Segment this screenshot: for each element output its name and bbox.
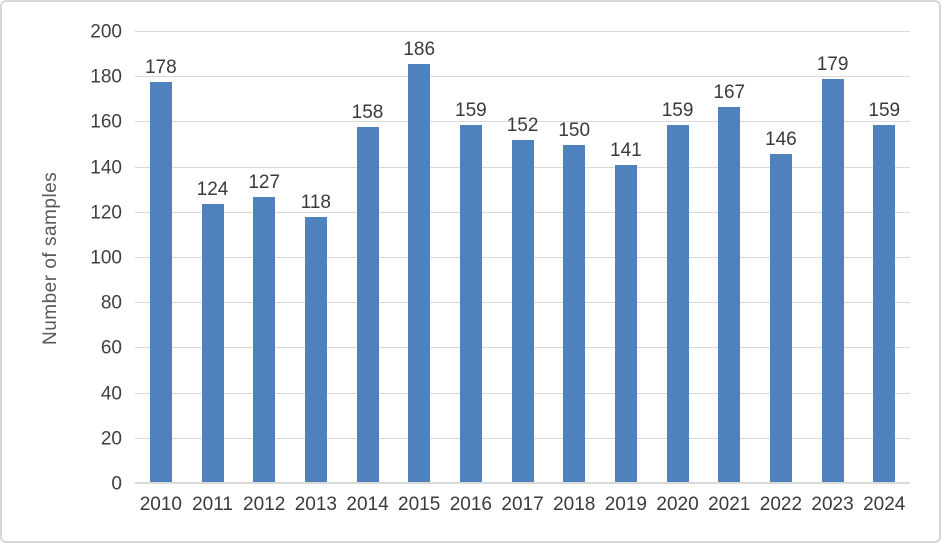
y-tick-label: 60 (100, 337, 122, 359)
bar-cell-2019: 141 (600, 32, 652, 484)
y-tick-label: 180 (90, 66, 122, 88)
y-tick-label: 0 (111, 473, 122, 495)
x-tick-label-2010: 2010 (139, 494, 182, 515)
bar-2020 (666, 124, 689, 484)
bar-2015 (408, 63, 431, 484)
x-tick-label-2023: 2023 (811, 494, 854, 515)
x-axis-tick-labels: 2010 2011 2012 2013 2014 2015 2016 2017 2018 2019… (135, 494, 910, 516)
bar-value-label: 146 (765, 129, 797, 151)
y-tick-label: 160 (90, 111, 122, 133)
bar-value-label: 127 (248, 171, 281, 193)
bar-cell-2024: 159 (858, 32, 910, 484)
y-tick-label: 80 (100, 292, 122, 314)
bar-2012 (253, 196, 276, 484)
x-tick-label-2020: 2020 (656, 494, 699, 515)
y-tick-label: 40 (100, 383, 122, 405)
bar-value-label: 152 (506, 115, 539, 137)
x-tick-label-2021: 2021 (708, 494, 751, 515)
bar-cell-2012: 127 (238, 32, 290, 484)
bar-cell-2017: 152 (497, 32, 549, 484)
plot-area: 178 124 127 118 158 186 159 152 150 141 159 167 146 1… (135, 31, 910, 484)
bar-value-label: 159 (661, 99, 694, 121)
bar-2021 (718, 106, 741, 484)
x-tick-label-2017: 2017 (501, 494, 544, 515)
y-tick-label: 200 (90, 21, 122, 43)
bar-2017 (511, 140, 534, 484)
x-tick-label-2024: 2024 (863, 494, 906, 515)
x-tick-label-2015: 2015 (398, 494, 441, 515)
bar-cell-2020: 159 (652, 32, 704, 484)
bar-value-label: 178 (144, 56, 177, 78)
x-tick-label-2022: 2022 (759, 494, 803, 515)
bar-2010 (149, 81, 172, 484)
x-tick-label-2018: 2018 (553, 494, 596, 515)
bar-cell-2015: 186 (393, 32, 445, 484)
gridline (135, 121, 910, 123)
bar-cell-2011: 124 (187, 32, 239, 484)
x-tick-label-2011: 2011 (192, 494, 233, 515)
bar-cell-2021: 167 (703, 32, 755, 484)
bar-cell-2022: 146 (755, 32, 807, 484)
x-tick-label-2012: 2012 (243, 494, 286, 515)
bar-cell-2014: 158 (342, 32, 394, 484)
bar-2022 (769, 154, 792, 484)
bar-2024 (873, 124, 896, 484)
bar-2019 (614, 165, 637, 484)
bar-2018 (563, 145, 586, 484)
bar-2016 (459, 124, 482, 484)
gridline (135, 31, 910, 32)
bar-value-label: 159 (868, 99, 901, 121)
x-tick-label-2013: 2013 (294, 494, 337, 515)
bar-value-label: 186 (403, 38, 436, 60)
y-axis-tick-labels: 0 20 40 60 80 100 120 140 160 180 200 (64, 23, 122, 494)
bar-value-label: 179 (816, 54, 849, 76)
y-tick-label: 140 (90, 157, 122, 179)
bar-value-label: 124 (196, 178, 229, 200)
y-tick-label: 100 (90, 247, 122, 269)
bar-cell-2023: 179 (807, 32, 859, 484)
bar-value-label: 167 (713, 81, 746, 103)
bar-2023 (821, 79, 844, 484)
x-tick-label-2019: 2019 (604, 494, 648, 515)
bar-cell-2010: 178 (135, 32, 187, 484)
bar-value-label: 150 (558, 120, 591, 141)
gridline (135, 76, 910, 78)
bar-2011 (201, 203, 224, 484)
y-tick-label: 120 (90, 202, 122, 224)
y-tick-label: 20 (100, 428, 122, 450)
bar-cell-2018: 150 (548, 32, 600, 484)
bar-2014 (356, 126, 379, 484)
x-tick-label-2014: 2014 (346, 494, 389, 515)
x-tick-label-2016: 2016 (449, 494, 492, 515)
bar-cell-2016: 159 (445, 32, 497, 484)
bar-2013 (304, 217, 327, 484)
bar-value-label: 159 (455, 99, 487, 121)
x-axis-line (135, 482, 910, 484)
bar-value-label: 118 (300, 192, 331, 214)
bar-value-label: 141 (610, 140, 642, 162)
bar-value-label: 158 (351, 101, 384, 123)
y-axis-title: Number of samples (40, 171, 61, 345)
bar-cell-2013: 118 (290, 32, 342, 484)
bar-series: 178 124 127 118 158 186 159 152 150 141 159 167 146 1… (135, 32, 910, 484)
